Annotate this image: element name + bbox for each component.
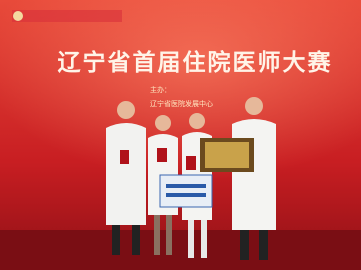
host-label: 主办：: [150, 85, 171, 94]
photo: 辽宁省首届住院医师大赛 主办： 辽宁省医院发展中心: [0, 0, 361, 270]
banner-text-line: [166, 184, 206, 188]
logo-strip: [12, 10, 122, 22]
plaque-face: [205, 142, 249, 168]
stage-floor: [0, 230, 361, 270]
organizer: 辽宁省医院发展中心: [150, 99, 213, 108]
logo: [13, 11, 23, 21]
banner-text-line: [166, 193, 206, 197]
event-title: 辽宁省首届住院医师大赛: [58, 49, 333, 76]
page: 辽宁省首届住院医师大赛 主办： 辽宁省医院发展中心 {"title": "辽宁省…: [0, 0, 361, 270]
banner: [160, 175, 212, 207]
